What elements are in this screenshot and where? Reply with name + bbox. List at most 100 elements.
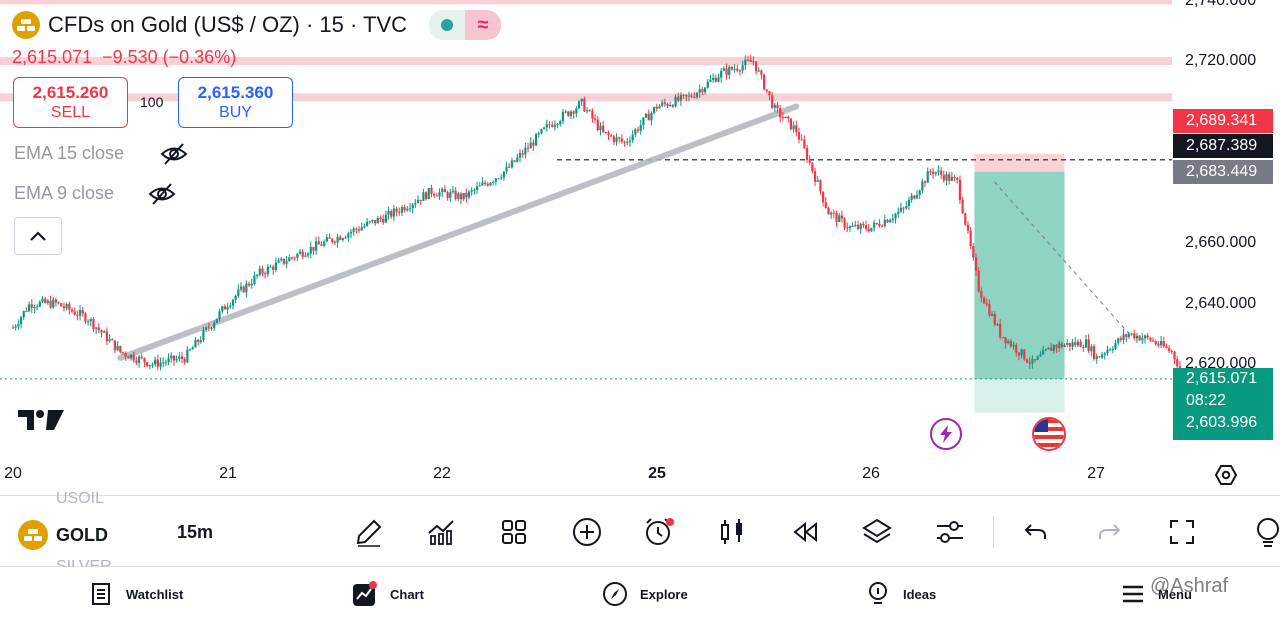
candle-body (714, 77, 717, 82)
replay-icon[interactable] (787, 514, 823, 550)
chart-settings-icon[interactable] (1214, 463, 1238, 487)
candle-body (247, 283, 251, 286)
candle-body (977, 270, 980, 292)
symbol-next[interactable]: SILVER (56, 558, 112, 568)
candle-body (349, 231, 353, 234)
redo-icon[interactable] (1091, 514, 1127, 550)
bulb-icon (865, 581, 891, 607)
market-open-icon[interactable] (429, 10, 466, 40)
candle-body (156, 359, 159, 367)
nav-menu[interactable]: Menu (1120, 581, 1192, 607)
candle-body (325, 237, 328, 242)
interval-selector[interactable]: 15m (177, 522, 214, 542)
candle-body (752, 61, 755, 63)
candle-body (787, 116, 790, 119)
price-chart[interactable] (0, 0, 1280, 495)
candle-body (540, 129, 543, 134)
chart-area[interactable]: CFDs on Gold (US$ / OZ) · 15 · TVC ≈ 2,6… (0, 0, 1280, 495)
add-icon[interactable] (569, 514, 605, 550)
indicator-ema9-label[interactable]: EMA 9 close (14, 183, 115, 203)
nav-explore[interactable]: Explore (602, 581, 688, 607)
candle-body (564, 111, 567, 113)
candle-body (1015, 344, 1018, 353)
candles-icon[interactable] (714, 514, 750, 550)
collapse-legend-button[interactable] (14, 217, 62, 255)
indicator-ema15-label[interactable]: EMA 15 close (14, 143, 125, 163)
candle-body (1068, 342, 1072, 347)
candle-body (813, 171, 817, 182)
us-flag-event-icon[interactable] (1032, 417, 1066, 451)
ideas-icon[interactable] (1250, 514, 1280, 550)
candle-body (658, 105, 661, 109)
candle-body (620, 138, 624, 142)
candle-body (1090, 346, 1093, 352)
candle-body (1162, 341, 1165, 347)
nav-watchlist[interactable]: Watchlist (88, 581, 183, 607)
data-wave-icon[interactable]: ≈ (465, 10, 502, 40)
candle-body (1012, 344, 1015, 347)
layout-icon[interactable] (496, 514, 532, 550)
candle-body (113, 340, 117, 351)
candle-body (703, 87, 707, 93)
candle-body (1050, 347, 1053, 351)
candle-body (647, 113, 650, 121)
candle-body (830, 212, 833, 215)
candle-body (585, 110, 589, 112)
candle-body (969, 230, 972, 247)
candle-body (628, 140, 632, 142)
candle-body (398, 211, 401, 213)
price-tick: 2,660.000 (1185, 234, 1257, 251)
candle-body (618, 137, 621, 139)
pen-icon[interactable] (351, 514, 387, 550)
candle-body (671, 105, 674, 107)
alarm-icon[interactable] (641, 514, 677, 550)
market-status-toggle[interactable]: ≈ (429, 10, 502, 40)
undo-icon[interactable] (1018, 514, 1054, 550)
candle-body (594, 118, 597, 120)
candle-body (500, 177, 503, 179)
crosshair-price-label: 2,687.389 (1173, 134, 1273, 158)
hidden-eye-icon[interactable] (148, 182, 176, 206)
fullscreen-icon[interactable] (1164, 514, 1200, 550)
indicators-icon[interactable] (423, 514, 459, 550)
sell-button[interactable]: 2,615.260 SELL (13, 77, 128, 128)
candle-body (89, 319, 92, 322)
flash-event-icon[interactable] (930, 418, 962, 450)
candle-body (526, 147, 530, 149)
candle-body (1066, 342, 1069, 345)
symbol-prev[interactable]: USOIL (56, 490, 105, 507)
candle-body (980, 291, 983, 298)
hidden-eye-icon[interactable] (160, 142, 188, 166)
candle-body (205, 327, 208, 331)
nav-ideas[interactable]: Ideas (865, 581, 936, 607)
candle-body (1055, 345, 1058, 348)
buy-button[interactable]: 2,615.360 BUY (178, 77, 293, 128)
layers-icon[interactable] (859, 514, 895, 550)
candle-body (650, 112, 653, 121)
candle-body (277, 260, 280, 263)
candle-body (14, 326, 17, 328)
candle-body (1028, 362, 1031, 364)
candle-body (1092, 346, 1096, 359)
candle-body (1044, 349, 1047, 351)
candle-body (170, 355, 173, 359)
symbol-selector[interactable]: GOLD (56, 525, 108, 545)
candle-body (781, 117, 784, 119)
candle-body (384, 214, 387, 223)
order-quantity[interactable]: 100 (140, 94, 164, 110)
nav-chart[interactable]: Chart (352, 581, 424, 607)
candle-body (883, 219, 886, 227)
settings-sliders-icon[interactable] (932, 514, 968, 550)
candle-body (894, 213, 897, 219)
candle-body (250, 283, 253, 286)
candle-body (376, 217, 379, 224)
candle-body (207, 327, 210, 329)
candle-body (323, 241, 326, 246)
candle-body (1076, 341, 1080, 346)
candle-body (1058, 343, 1061, 348)
candle-body (661, 102, 664, 106)
buy-label: BUY (219, 104, 252, 121)
candle-body (1017, 352, 1021, 356)
candle-body (1071, 342, 1074, 347)
symbol-title[interactable]: CFDs on Gold (US$ / OZ) · 15 · TVC (48, 12, 408, 37)
